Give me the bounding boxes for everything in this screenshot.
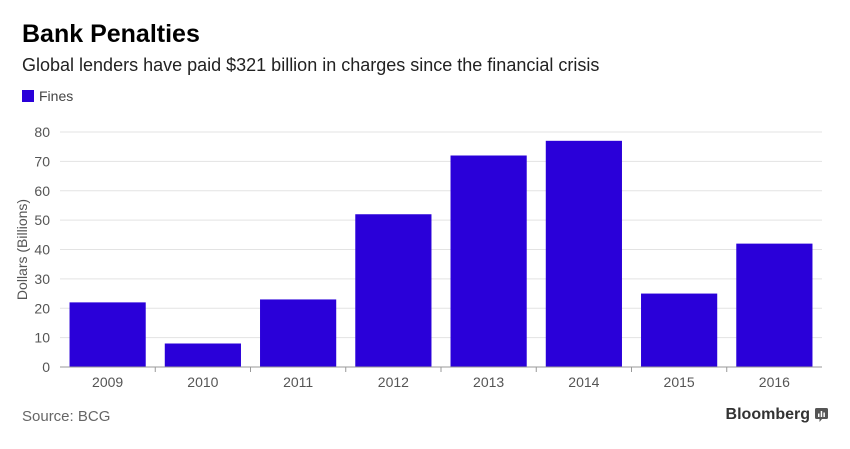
x-tick-label: 2012 [378,374,409,390]
legend-swatch [22,90,34,102]
x-tick-label: 2013 [473,374,504,390]
bar [545,140,622,367]
y-tick-label: 70 [34,153,50,169]
bar [260,299,337,367]
legend-label: Fines [39,88,74,104]
y-tick-label: 0 [42,359,50,375]
bloomberg-bars-icon [815,408,828,422]
y-axis-label: Dollars (Billions) [14,199,30,300]
bar [641,293,718,367]
x-tick-label: 2011 [283,374,313,390]
x-tick-label: 2015 [664,374,695,390]
y-tick-label: 50 [34,212,50,228]
bar [355,214,432,367]
y-tick-label: 60 [34,183,50,199]
y-tick-label: 30 [34,271,50,287]
bar [164,343,241,367]
x-tick-label: 2010 [187,374,218,390]
chart-subtitle: Global lenders have paid $321 billion in… [22,55,600,75]
y-tick-label: 80 [34,124,50,140]
brand-logo: Bloomberg [726,406,828,424]
chart-title: Bank Penalties [22,20,200,48]
source-note: Source: BCG [22,408,111,425]
x-tick-label: 2009 [92,374,123,390]
x-tick-label: 2014 [568,374,599,390]
brand-name: Bloomberg [725,406,810,423]
bar-chart: 0 10 20 30 40 50 60 70 80 Dollars (Billions) 2009 2… [14,124,822,390]
bar [450,155,527,367]
y-tick-label: 10 [34,330,50,346]
legend: Fines [22,88,73,104]
x-tick-label: 2016 [759,374,790,390]
bar [736,243,813,367]
y-tick-label: 20 [34,300,50,316]
bar [69,302,146,367]
y-tick-label: 40 [34,242,50,258]
